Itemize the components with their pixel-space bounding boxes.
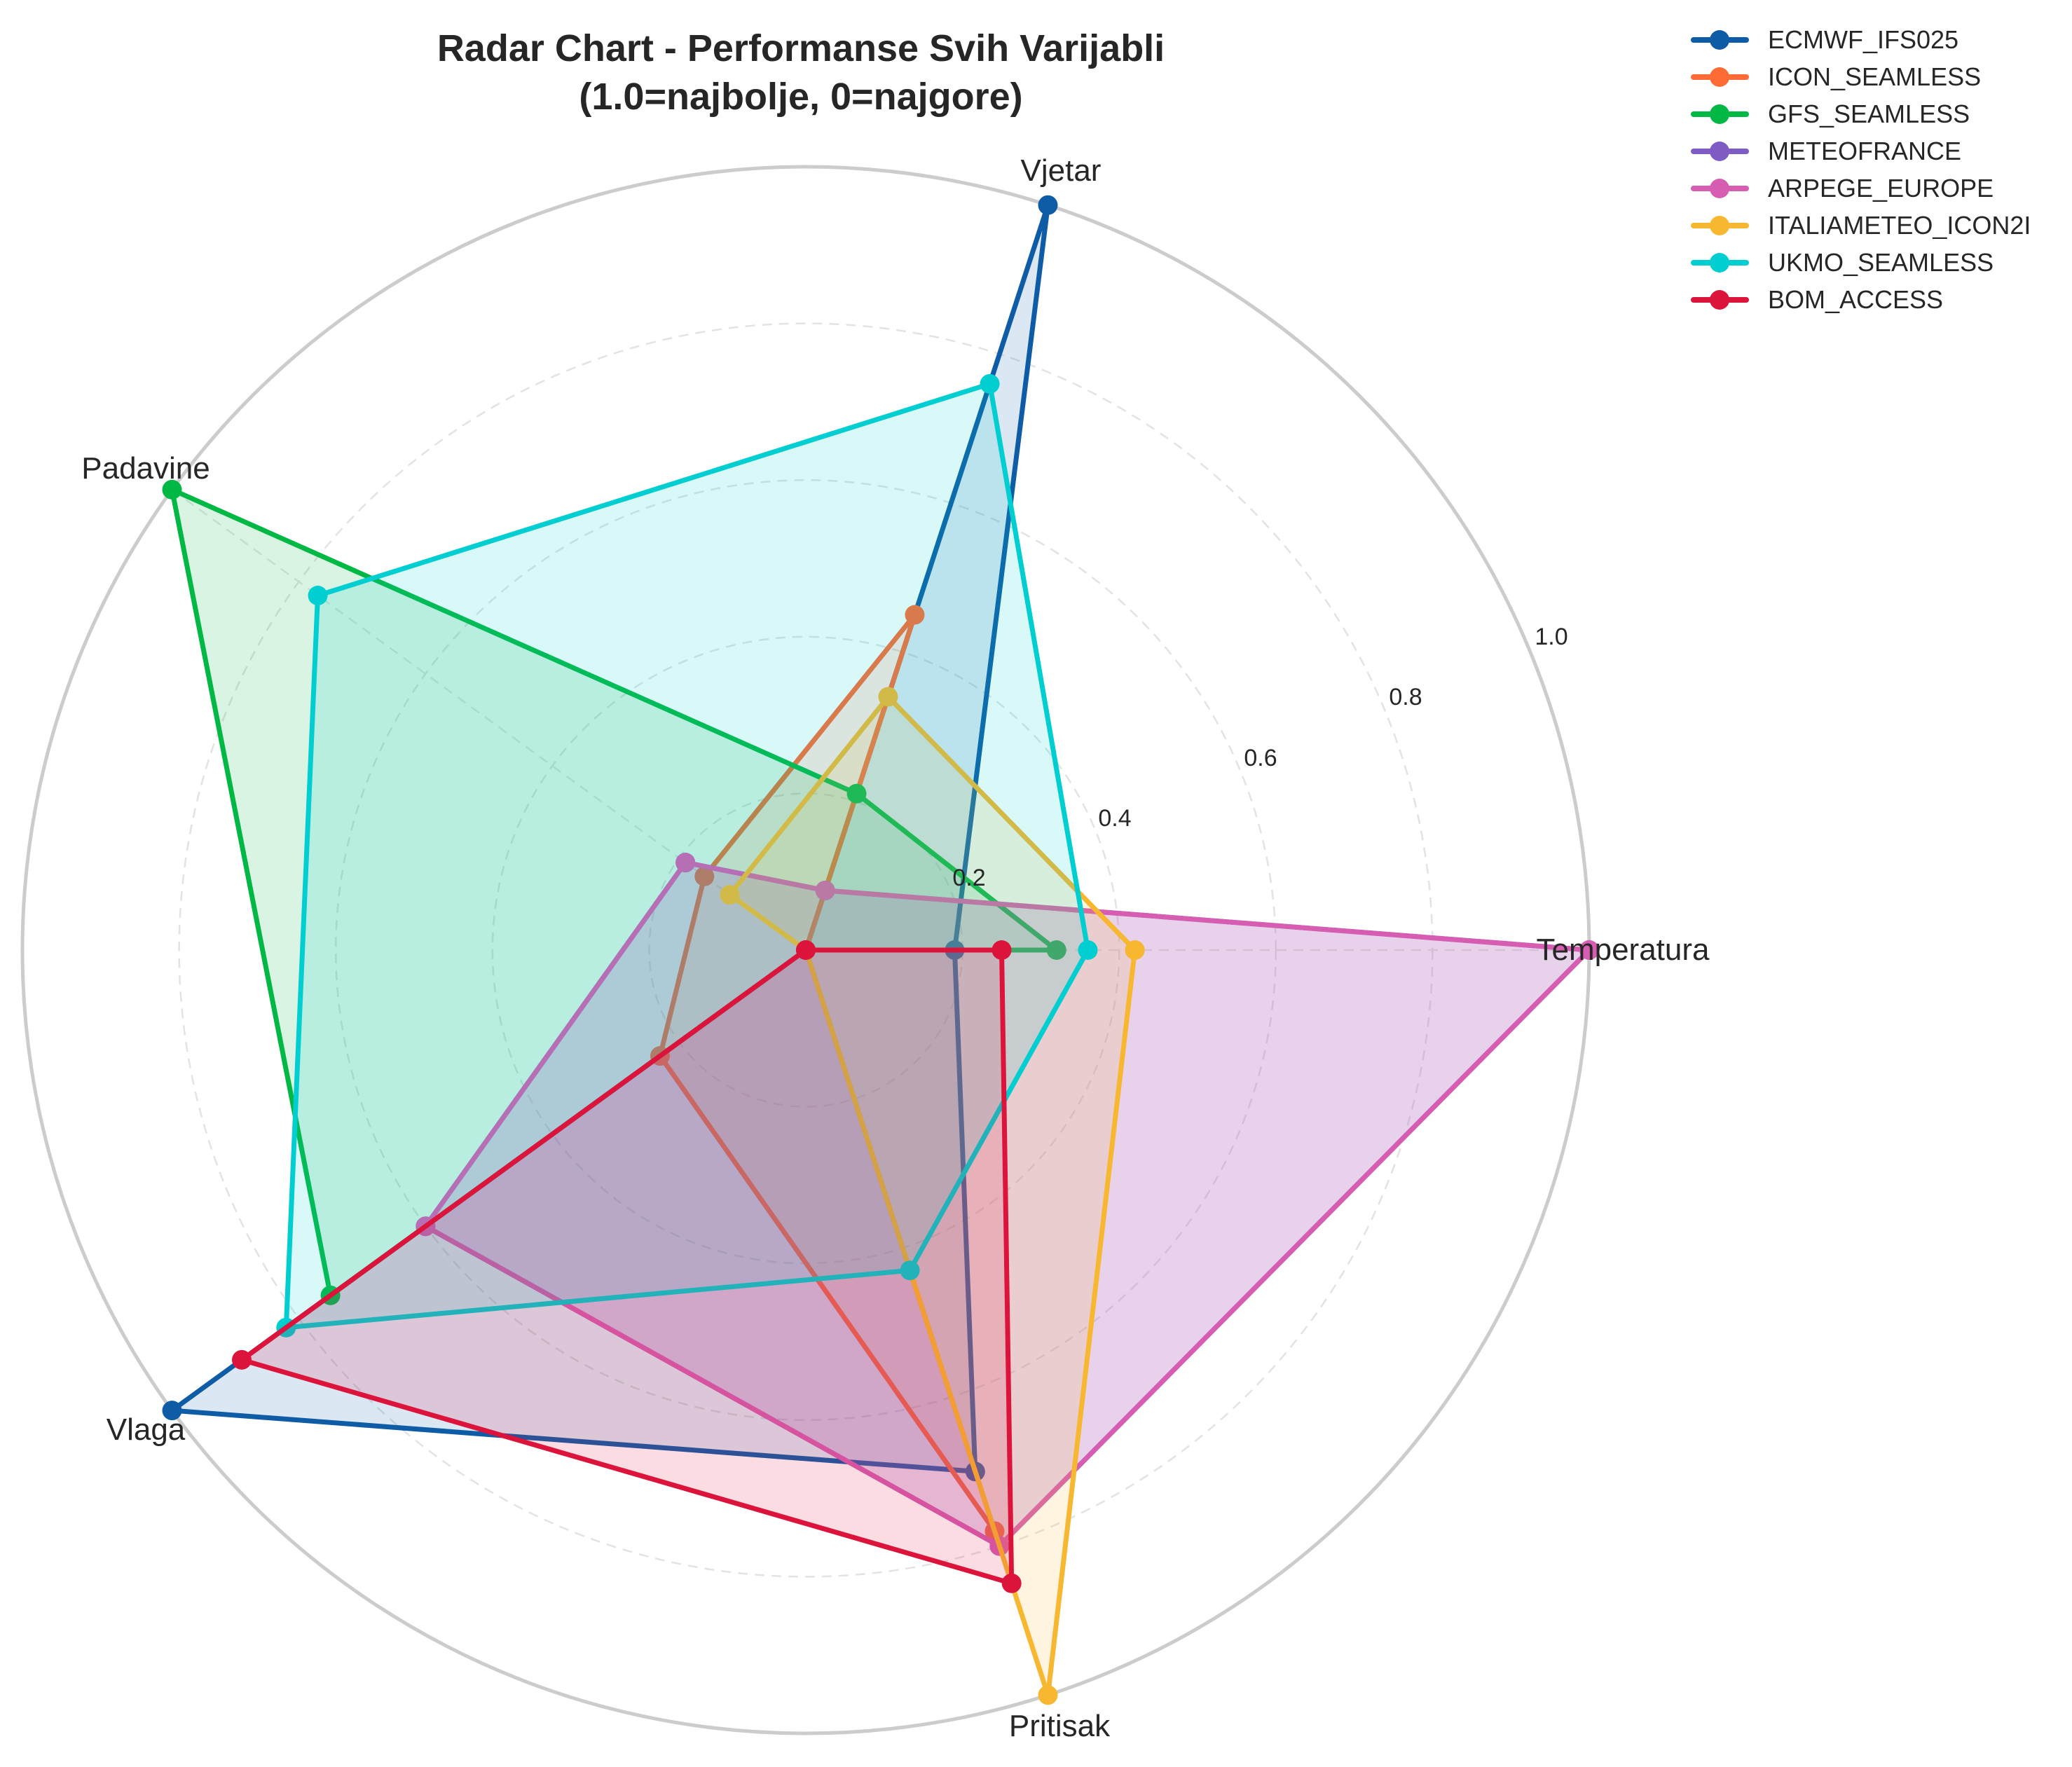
legend-label: ICON_SEAMLESS: [1768, 62, 1982, 91]
data-point-marker: [1579, 940, 1599, 960]
data-point-marker: [900, 1260, 920, 1281]
data-point-marker: [694, 866, 715, 886]
legend-line-marker-icon: [1685, 170, 1750, 207]
data-point-marker: [162, 479, 182, 500]
legend-item: METEOFRANCE: [1685, 132, 2064, 170]
legend-label: METEOFRANCE: [1768, 136, 1962, 165]
legend-line-marker-icon: [1685, 58, 1750, 95]
radar-series: [162, 195, 1599, 1705]
chart-subtitle: (1.0=najbolje, 0=najgore): [579, 76, 1023, 118]
legend-label: ITALIAMETEO_ICON2I: [1768, 210, 2031, 240]
series-fill: [660, 614, 995, 1532]
axis-label-padavine: Padavine: [81, 451, 210, 486]
radial-tick-label: 0.6: [1244, 745, 1277, 771]
legend-item: BOM_ACCESS: [1685, 281, 2064, 318]
legend-item: ITALIAMETEO_ICON2I: [1685, 207, 2064, 244]
legend-label: UKMO_SEAMLESS: [1768, 247, 1994, 277]
axis-label-vlaga: Vlaga: [107, 1412, 186, 1447]
data-point-marker: [1078, 940, 1098, 960]
legend-line-marker-icon: [1685, 281, 1750, 318]
series-line: [423, 860, 1592, 1549]
data-point-marker: [992, 940, 1012, 960]
data-point-marker: [232, 1349, 252, 1370]
data-point-marker: [1125, 940, 1145, 960]
legend-label: BOM_ACCESS: [1768, 284, 1944, 314]
radial-tick-label: 1.0: [1535, 624, 1567, 650]
data-point-marker: [905, 605, 925, 625]
axis-label-temperatura: Temperatura: [1536, 933, 1710, 967]
series-fill: [242, 950, 1012, 1583]
series-line: [283, 381, 1090, 1331]
data-point-marker: [796, 940, 816, 960]
legend-line-marker-icon: [1685, 95, 1750, 132]
series-bom-access: [232, 940, 1022, 1593]
legend-line-marker-icon: [1685, 244, 1750, 281]
data-point-marker: [1038, 195, 1058, 215]
grid-spoke: [171, 488, 807, 951]
legend: ECMWF_IFS025 ICON_SEAMLESS GFS_SEAMLESS …: [1685, 21, 2064, 318]
data-point-marker: [846, 783, 867, 804]
data-point-marker: [1038, 1685, 1058, 1705]
axis-label-vjetar: Vjetar: [1021, 153, 1102, 188]
data-point-marker: [675, 853, 696, 873]
series-fill: [172, 205, 1048, 1472]
legend-label: ECMWF_IFS025: [1768, 25, 1959, 54]
radial-tick-label: 0.8: [1389, 684, 1422, 710]
legend-label: GFS_SEAMLESS: [1768, 99, 1970, 128]
data-point-marker: [980, 373, 1000, 394]
data-point-marker: [878, 687, 898, 707]
radial-tick-label: 0.4: [1098, 805, 1131, 832]
series-line: [727, 694, 1138, 1698]
legend-line-marker-icon: [1685, 21, 1750, 58]
data-point-marker: [162, 1401, 182, 1421]
legend-item: UKMO_SEAMLESS: [1685, 244, 2064, 281]
series-italiameteo-icon2i: [720, 687, 1145, 1705]
legend-line-marker-icon: [1685, 132, 1750, 170]
radial-tick-label: 0.2: [952, 865, 985, 891]
legend-item: ECMWF_IFS025: [1685, 21, 2064, 58]
series-fill: [729, 696, 1135, 1696]
data-point-marker: [1046, 940, 1066, 960]
axis-label-pritisak: Pritisak: [1009, 1709, 1111, 1743]
legend-item: GFS_SEAMLESS: [1685, 95, 2064, 132]
legend-item: ICON_SEAMLESS: [1685, 58, 2064, 95]
series-ukmo-seamless: [276, 373, 1098, 1338]
legend-label: ARPEGE_EUROPE: [1768, 173, 1994, 202]
series-fill: [286, 383, 1088, 1328]
axis-labels: 0.2 0.4 0.6 0.8 1.0 Temperatura Vjetar Padavine…: [81, 153, 1710, 1743]
chart-title: Radar Chart - Performanse Svih Varijabli: [437, 27, 1165, 69]
legend-item: ARPEGE_EUROPE: [1685, 170, 2064, 207]
data-point-marker: [815, 880, 835, 900]
data-point-marker: [1001, 1573, 1022, 1593]
grid-ring: [334, 479, 1277, 1422]
legend-line-marker-icon: [1685, 207, 1750, 244]
data-point-marker: [308, 585, 328, 605]
series-fill: [172, 489, 1057, 1295]
data-point-marker: [720, 885, 740, 905]
